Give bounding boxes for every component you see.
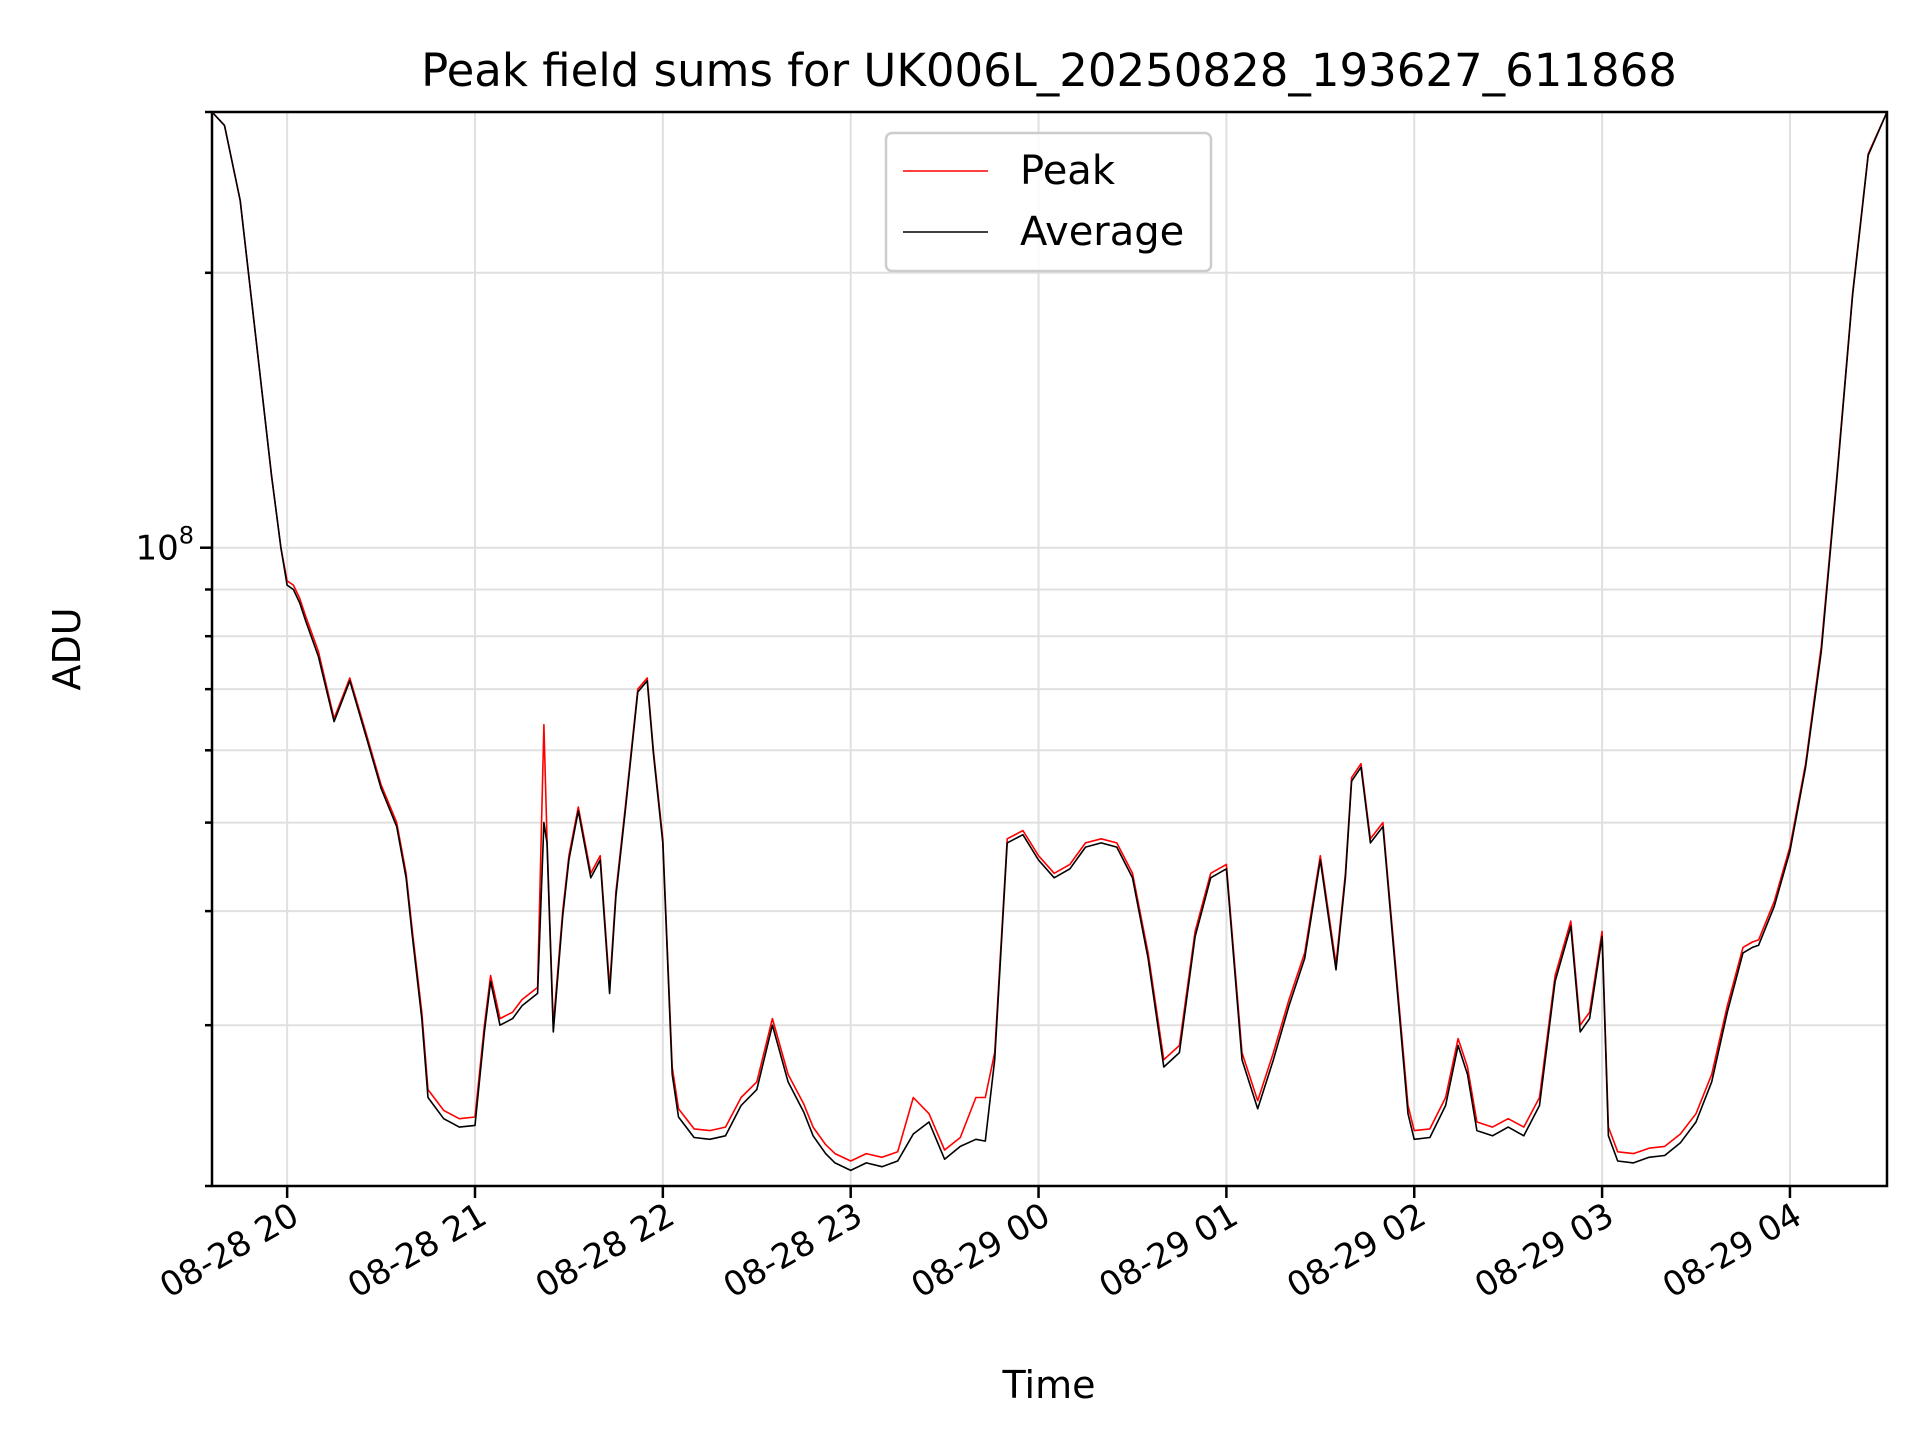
legend-label-average: Average [1020, 209, 1184, 255]
series-line-peak [212, 112, 1887, 1162]
legend: Peak Average [884, 131, 1213, 273]
series-line-average [212, 112, 1887, 1172]
chart-title: Peak field sums for UK006L_20250828_1936… [421, 44, 1677, 97]
legend-box [884, 131, 1213, 273]
y-tick-exponent: 8 [179, 522, 194, 550]
x-axis-label: Time [1002, 1363, 1096, 1407]
y-axis-label: ADU [45, 607, 89, 690]
plot-frame [210, 110, 1889, 1188]
series-layer [212, 112, 1887, 1172]
legend-label-peak: Peak [1020, 148, 1116, 194]
